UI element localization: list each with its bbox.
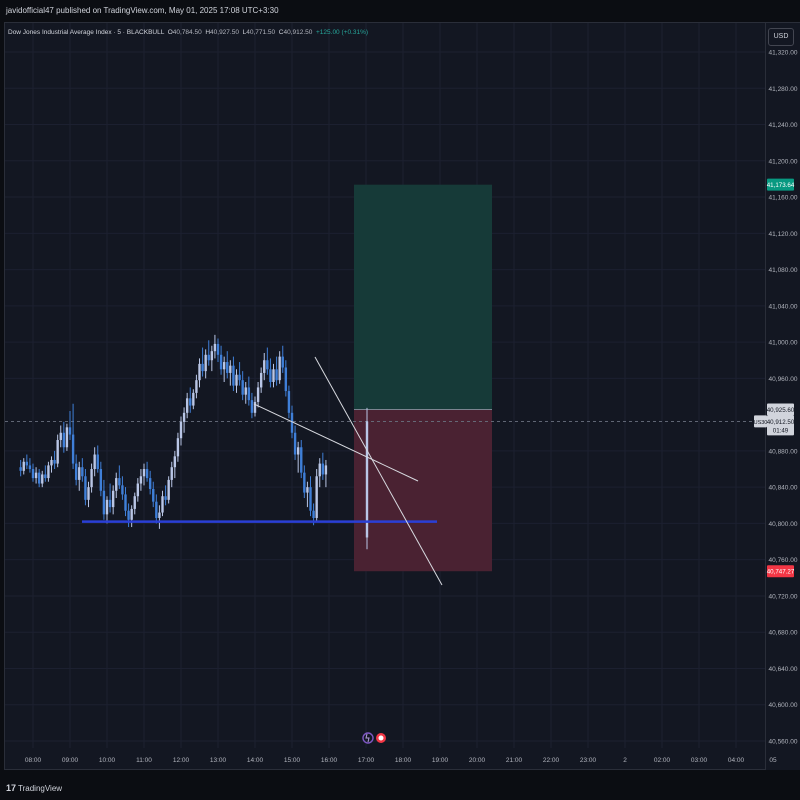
- low-value: 40,771.50: [246, 29, 276, 36]
- currency-button[interactable]: USD: [768, 28, 794, 46]
- low-label: L: [242, 29, 247, 36]
- symbol-name[interactable]: Dow Jones Industrial Average Index · 5 ·…: [8, 29, 165, 36]
- high-value: 40,927.50: [210, 29, 239, 36]
- footer: 17 TradingView: [0, 776, 800, 800]
- close-value: 40,912.50: [283, 29, 313, 36]
- tradingview-logo-icon: 17: [6, 783, 17, 793]
- price-scale[interactable]: [766, 22, 800, 770]
- close-label: C: [278, 29, 284, 36]
- publish-info-bar: javidofficial47 published on TradingView…: [0, 0, 800, 22]
- symbol-legend[interactable]: Dow Jones Industrial Average Index · 5 ·…: [8, 29, 368, 36]
- tradingview-logo[interactable]: 17 TradingView: [6, 783, 62, 793]
- open-value: 40,784.50: [172, 29, 202, 36]
- change-value: +125.00 (+0.31%): [316, 29, 369, 36]
- high-label: H: [205, 29, 211, 36]
- publish-info-text: javidofficial47 published on TradingView…: [6, 6, 279, 15]
- open-label: O: [167, 29, 173, 36]
- chart-pane[interactable]: [4, 22, 766, 770]
- tradingview-brand: TradingView: [18, 783, 63, 793]
